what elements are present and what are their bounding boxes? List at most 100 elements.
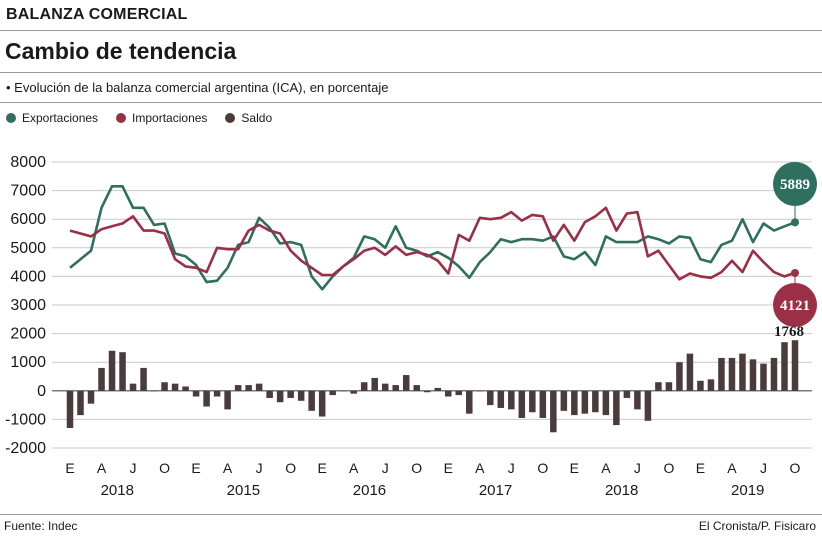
saldo-bar — [192, 390, 200, 397]
y-tick-label: 0 — [37, 383, 46, 400]
importaciones-dot-icon — [116, 113, 127, 123]
x-tick-label: E — [318, 460, 327, 476]
saldo-bar — [676, 362, 683, 391]
legend-item-importaciones: Importaciones — [116, 111, 207, 125]
exportaciones-dot-icon — [6, 113, 16, 123]
x-tick-label: J — [256, 460, 263, 476]
saldo-bar — [381, 383, 389, 391]
legend-label-importaciones: Importaciones — [132, 111, 208, 125]
y-tick-label: 4000 — [10, 268, 46, 285]
saldo-bar — [728, 357, 736, 391]
x-tick-label: J — [760, 460, 767, 476]
saldo-bar — [602, 390, 610, 416]
saldo-bar — [203, 390, 210, 407]
x-tick-label: O — [159, 460, 170, 476]
saldo-bar — [434, 387, 442, 391]
saldo-bar — [445, 390, 452, 397]
legend-item-exportaciones: Exportaciones — [6, 111, 98, 125]
saldo-bar — [308, 390, 315, 411]
saldo-bar — [224, 390, 231, 410]
x-tick-label: E — [191, 460, 200, 476]
saldo-bar — [402, 375, 410, 391]
saldo-bar — [770, 357, 778, 391]
saldo-bar — [392, 385, 399, 391]
saldo-bar — [318, 390, 326, 417]
x-tick-label: O — [663, 460, 674, 476]
saldo-bar — [77, 390, 84, 416]
credit-note: El Cronista/P. Fisicaro — [698, 519, 816, 533]
saldo-bar — [297, 390, 305, 401]
y-tick-label: 6000 — [10, 211, 46, 228]
saldo-bar — [518, 390, 526, 418]
subtitle-divider — [0, 102, 822, 103]
saldo-bar — [581, 390, 589, 414]
importaciones-callout-label: 4121 — [780, 298, 810, 314]
x-tick-label: J — [382, 460, 389, 476]
saldo-bar — [255, 383, 263, 391]
saldo-bar — [119, 352, 126, 391]
saldo-bar — [350, 390, 357, 394]
y-tick-label: 7000 — [10, 183, 46, 200]
saldo-bar — [781, 342, 788, 391]
chart-title: Cambio de tendencia — [5, 38, 237, 64]
saldo-bar — [760, 363, 767, 391]
saldo-bar — [329, 390, 336, 396]
saldo-bar — [539, 390, 547, 418]
saldo-bar — [697, 380, 704, 391]
x-tick-label: J — [130, 460, 137, 476]
saldo-bar — [529, 390, 536, 413]
saldo-bar — [634, 390, 641, 410]
importaciones-callout-bubble — [773, 283, 817, 327]
chart-subtitle: • Evolución de la balanza comercial arge… — [6, 80, 389, 95]
saldo-bar — [87, 390, 95, 404]
saldo-bar — [66, 390, 74, 428]
year-label: 2016 — [353, 482, 386, 499]
chart-kicker: BALANZA COMERCIAL — [6, 6, 188, 23]
saldo-bar — [129, 383, 137, 391]
year-label: 2015 — [227, 482, 260, 499]
x-tick-label: O — [285, 460, 296, 476]
saldo-callout-label: 1768 — [774, 324, 804, 340]
saldo-bar — [466, 390, 473, 414]
x-tick-label: A — [475, 460, 485, 476]
y-tick-label: 8000 — [10, 154, 46, 171]
saldo-bar — [707, 379, 715, 391]
saldo-bar — [182, 386, 189, 391]
x-tick-label: E — [696, 460, 705, 476]
saldo-bar — [487, 390, 494, 406]
saldo-bar — [644, 390, 652, 421]
year-label: 2017 — [479, 482, 512, 499]
exportaciones-line — [69, 184, 796, 291]
exportaciones-callout-bubble — [773, 162, 817, 206]
x-tick-label: J — [634, 460, 641, 476]
saldo-bar — [497, 390, 505, 408]
y-tick-label: 1000 — [10, 354, 46, 371]
saldo-bar — [234, 385, 242, 391]
legend-label-saldo: Saldo — [241, 111, 273, 125]
importaciones-end-point — [791, 268, 799, 277]
x-tick-label: J — [508, 460, 515, 476]
source-note: Fuente: Indec — [4, 519, 78, 533]
saldo-bar — [108, 350, 116, 391]
saldo-bar — [423, 390, 431, 393]
footer-divider — [0, 514, 822, 515]
legend-item-saldo: Saldo — [225, 111, 272, 125]
saldo-bar — [213, 390, 221, 397]
x-tick-label: A — [727, 460, 737, 476]
header-divider — [0, 30, 822, 31]
saldo-bar — [571, 390, 578, 416]
y-tick-label: 5000 — [10, 240, 46, 257]
year-label: 2018 — [101, 482, 134, 499]
saldo-bar — [655, 382, 662, 391]
saldo-bar — [739, 353, 746, 391]
saldo-bar — [476, 390, 484, 392]
y-tick-label: -2000 — [5, 440, 46, 457]
legend-label-exportaciones: Exportaciones — [22, 111, 99, 125]
year-label: 2019 — [731, 482, 764, 499]
exportaciones-end-point — [791, 218, 799, 227]
saldo-bar — [665, 382, 673, 391]
saldo-bar — [371, 377, 378, 391]
saldo-bar — [592, 390, 599, 413]
title-divider — [0, 72, 822, 73]
x-tick-label: A — [601, 460, 611, 476]
